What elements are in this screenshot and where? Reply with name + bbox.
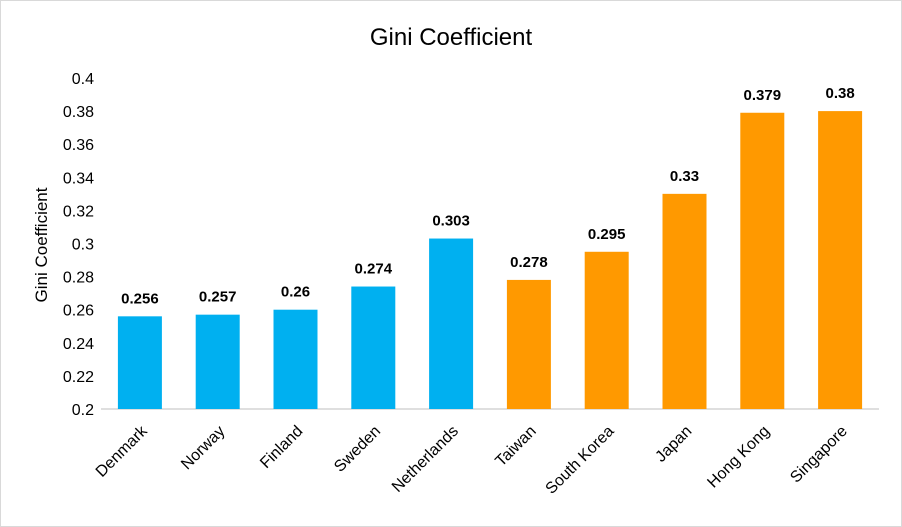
bar bbox=[818, 111, 863, 409]
x-tick-label: Japan bbox=[652, 423, 695, 466]
data-label: 0.278 bbox=[510, 254, 548, 271]
data-label: 0.26 bbox=[281, 284, 310, 301]
bar bbox=[584, 251, 629, 409]
x-tick-label: Denmark bbox=[93, 422, 152, 481]
x-tick-label: Taiwan bbox=[492, 423, 539, 470]
data-label: 0.257 bbox=[199, 289, 237, 306]
data-label: 0.38 bbox=[825, 85, 854, 102]
y-tick-label: 0.22 bbox=[63, 369, 94, 386]
y-tick-label: 0.38 bbox=[63, 104, 94, 121]
bar bbox=[351, 286, 396, 409]
bar bbox=[740, 112, 785, 409]
y-axis-label: Gini Coefficient bbox=[32, 187, 51, 302]
y-tick-label: 0.34 bbox=[63, 170, 94, 187]
x-tick-label: Netherlands bbox=[389, 423, 462, 496]
data-label: 0.303 bbox=[432, 213, 470, 230]
x-tick-label: Sweden bbox=[331, 423, 384, 476]
bar bbox=[429, 238, 474, 409]
y-tick-label: 0.4 bbox=[72, 71, 94, 88]
data-label: 0.274 bbox=[355, 261, 393, 278]
x-tick-label: Singapore bbox=[787, 423, 851, 487]
x-tick-label: South Korea bbox=[543, 423, 618, 498]
data-label: 0.33 bbox=[670, 168, 699, 185]
x-axis-ticks: Denmark Norway Finland Sweden Netherlands Tai… bbox=[93, 422, 851, 498]
data-label: 0.256 bbox=[121, 290, 159, 307]
y-tick-label: 0.24 bbox=[63, 336, 94, 353]
y-tick-label: 0.26 bbox=[63, 303, 94, 320]
y-tick-label: 0.2 bbox=[72, 402, 94, 419]
bars bbox=[117, 111, 863, 409]
data-label: 0.295 bbox=[588, 226, 626, 243]
data-labels: 0.256 0.257 0.26 0.274 0.303 0.278 0.295 0.33 0.… bbox=[121, 85, 855, 307]
bar bbox=[273, 309, 318, 409]
x-tick-label: Finland bbox=[257, 423, 306, 472]
x-tick-label: Hong Kong bbox=[704, 423, 773, 492]
bar bbox=[117, 316, 162, 409]
y-tick-label: 0.32 bbox=[63, 203, 94, 220]
bar bbox=[662, 193, 707, 409]
y-tick-label: 0.3 bbox=[72, 237, 94, 254]
y-tick-label: 0.28 bbox=[63, 270, 94, 287]
bar bbox=[506, 279, 551, 409]
y-axis-ticks: 0.2 0.22 0.24 0.26 0.28 0.3 0.32 0.34 0.36 0.38 0.… bbox=[63, 71, 94, 419]
y-tick-label: 0.36 bbox=[63, 137, 94, 154]
chart-title: Gini Coefficient bbox=[370, 24, 533, 51]
x-tick-label: Norway bbox=[178, 423, 228, 473]
bar bbox=[195, 314, 240, 409]
data-label: 0.379 bbox=[744, 87, 782, 104]
